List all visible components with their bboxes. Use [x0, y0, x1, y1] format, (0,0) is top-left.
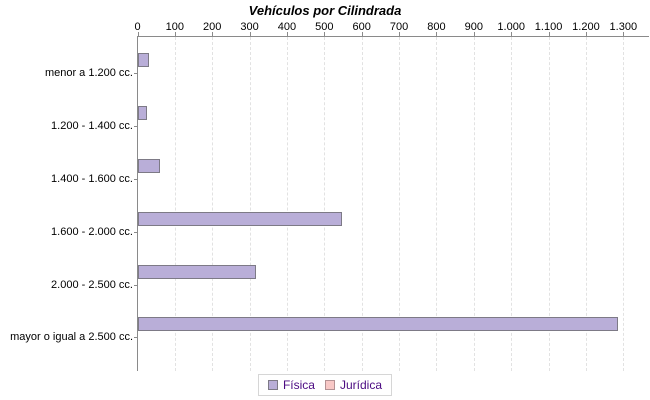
- category-label-2: 1.400 - 1.600 cc.: [51, 172, 133, 185]
- grid-line-700: [399, 37, 401, 371]
- y-tick-mark-0: [133, 73, 138, 75]
- bar-física-3: [138, 211, 342, 226]
- grid-line-1200: [585, 37, 587, 371]
- grid-line-1100: [548, 37, 550, 371]
- x-tick-mark-400: [286, 32, 288, 36]
- x-tick-label-300: 300: [240, 21, 259, 33]
- x-tick-mark-600: [361, 32, 363, 36]
- grid-line-800: [436, 37, 438, 371]
- grid-line-300: [249, 37, 251, 371]
- x-tick-mark-1000: [511, 32, 513, 36]
- bar-física-2: [138, 158, 161, 173]
- grid-line-900: [473, 37, 475, 371]
- x-tick-mark-900: [473, 32, 475, 36]
- legend-swatch-icon-jurídica: [324, 380, 335, 390]
- category-label-5: mayor o igual a 2.500 cc.: [10, 331, 133, 344]
- y-tick-mark-1: [133, 126, 138, 128]
- y-tick-mark-2: [133, 178, 138, 180]
- bar-física-1: [138, 105, 147, 120]
- grid-line-400: [286, 37, 288, 371]
- x-tick-label-700: 700: [389, 21, 409, 33]
- legend-item-física: Física: [267, 378, 315, 392]
- x-tick-mark-1300: [623, 32, 625, 36]
- x-tick-mark-800: [436, 32, 438, 36]
- grid-line-200: [212, 37, 214, 371]
- x-tick-mark-1100: [548, 32, 550, 36]
- legend-box: Física Jurídica: [257, 374, 393, 396]
- x-tick-label-0: 0: [134, 21, 141, 33]
- grid-line-1300: [623, 37, 625, 371]
- x-tick-label-800: 800: [427, 21, 446, 33]
- x-tick-label-100: 100: [165, 21, 185, 33]
- x-tick-mark-1200: [585, 32, 587, 36]
- x-tick-label-1300: 1.300: [609, 21, 638, 33]
- x-tick-label-1100: 1.100: [534, 21, 563, 33]
- bar-física-4: [138, 264, 256, 279]
- x-tick-label-400: 400: [277, 21, 297, 33]
- grid-line-100: [174, 37, 176, 371]
- y-tick-mark-5: [133, 337, 138, 339]
- legend-label-física: Física: [282, 378, 315, 392]
- bar-física-0: [138, 53, 150, 68]
- x-axis-line: [137, 36, 649, 37]
- x-tick-mark-700: [399, 32, 401, 36]
- x-tick-label-500: 500: [315, 21, 334, 33]
- category-label-3: 1.600 - 2.000 cc.: [51, 225, 133, 238]
- y-tick-mark-3: [133, 231, 138, 233]
- y-tick-mark-4: [133, 284, 138, 286]
- x-tick-mark-500: [324, 32, 326, 36]
- category-label-0: menor a 1.200 cc.: [44, 67, 133, 80]
- x-tick-label-900: 900: [464, 21, 483, 33]
- x-tick-mark-200: [212, 32, 214, 36]
- chart-title: Vehículos por Cilindrada: [248, 3, 402, 18]
- x-tick-label-600: 600: [352, 21, 371, 33]
- x-tick-label-1000: 1.000: [497, 21, 525, 33]
- legend-swatch-icon-física: [267, 380, 278, 390]
- category-label-1: 1.200 - 1.400 cc.: [51, 120, 133, 133]
- grid-line-600: [361, 37, 363, 371]
- grid-line-1000: [511, 37, 513, 371]
- grid-line-500: [324, 37, 326, 371]
- legend-item-jurídica: Jurídica: [324, 378, 383, 392]
- x-tick-mark-300: [249, 32, 251, 36]
- legend: Física Jurídica: [0, 374, 650, 396]
- x-tick-label-200: 200: [203, 21, 222, 33]
- y-axis-line: [137, 36, 138, 371]
- bar-física-5: [138, 317, 619, 332]
- x-tick-mark-100: [174, 32, 176, 36]
- legend-label-jurídica: Jurídica: [339, 378, 383, 392]
- x-tick-label-1200: 1.200: [572, 21, 600, 33]
- x-tick-mark-0: [137, 32, 139, 36]
- category-label-4: 2.000 - 2.500 cc.: [51, 278, 133, 291]
